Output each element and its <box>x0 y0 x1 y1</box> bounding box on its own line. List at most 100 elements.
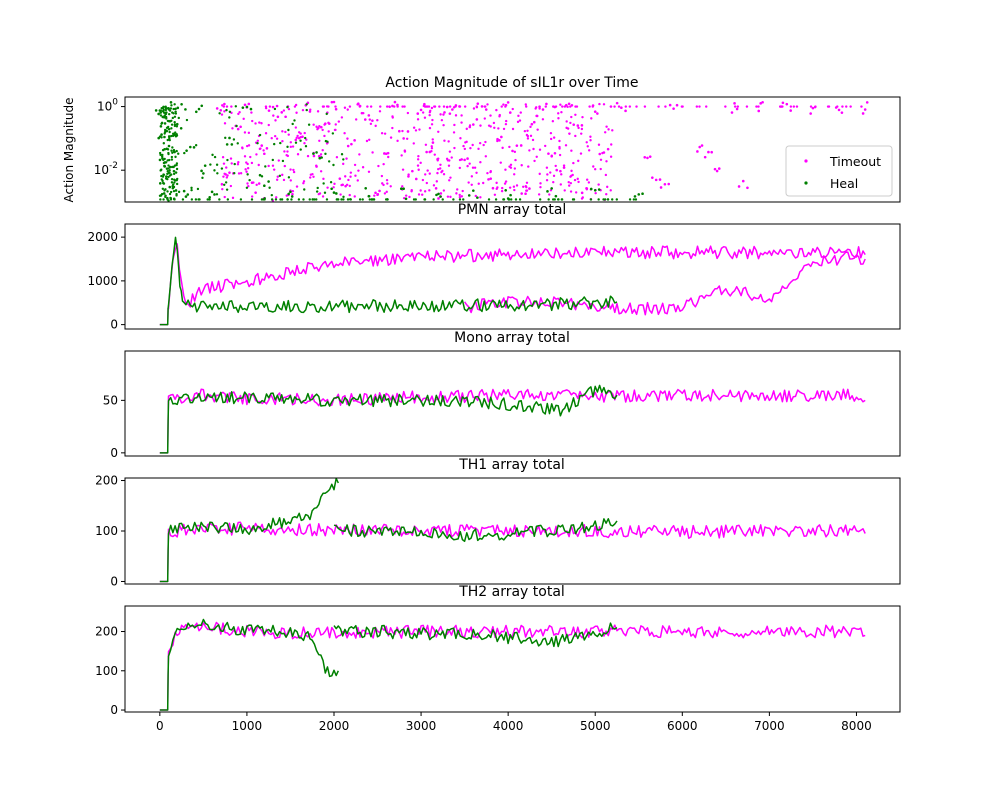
scatter-point-heal <box>494 198 498 201</box>
scatter-point-heal <box>162 161 166 165</box>
scatter-point-timeout <box>458 158 462 162</box>
scatter-point-heal <box>315 190 319 193</box>
y-tick-exponent: -2 <box>109 161 118 171</box>
scatter-point-heal <box>171 165 174 169</box>
scatter-point-heal <box>164 105 167 108</box>
scatter-point-timeout <box>345 157 348 160</box>
scatter-point-timeout <box>230 105 233 108</box>
scatter-point-heal <box>202 172 205 175</box>
y-tick-label: 200 <box>95 625 118 639</box>
scatter-point-timeout <box>277 159 280 162</box>
x-tick-label: 3000 <box>406 719 437 733</box>
scatter-point-timeout <box>532 120 536 124</box>
scatter-point-timeout <box>480 105 484 108</box>
scatter-point-timeout <box>386 182 389 185</box>
scatter-point-timeout <box>272 168 276 171</box>
series-line-heal <box>159 478 339 583</box>
scatter-point-heal <box>364 187 368 190</box>
scatter-point-heal <box>183 151 186 155</box>
scatter-point-heal <box>196 187 200 191</box>
scatter-point-timeout <box>495 108 498 112</box>
scatter-point-timeout <box>347 178 350 182</box>
scatter-point-timeout <box>537 193 541 196</box>
scatter-point-timeout <box>325 105 329 108</box>
scatter-point-timeout <box>448 112 452 115</box>
scatter-point-heal <box>163 189 166 192</box>
scatter-point-timeout <box>421 111 425 114</box>
scatter-point-timeout <box>295 111 298 114</box>
scatter-point-timeout <box>363 118 367 121</box>
scatter-point-timeout <box>792 105 796 108</box>
scatter-point-timeout <box>239 125 242 129</box>
scatter-point-timeout <box>241 146 244 149</box>
scatter-point-timeout <box>651 176 654 179</box>
scatter-point-timeout <box>565 120 568 123</box>
legend-label-heal: Heal <box>830 176 858 191</box>
scatter-point-timeout <box>590 117 593 120</box>
scatter-point-timeout <box>587 181 591 184</box>
scatter-point-heal <box>198 198 201 201</box>
scatter-point-timeout <box>431 138 434 141</box>
scatter-point-timeout <box>430 106 434 110</box>
scatter-point-timeout <box>425 150 428 154</box>
scatter-point-timeout <box>308 110 312 113</box>
scatter-point-timeout <box>526 129 529 132</box>
scatter-point-heal <box>160 178 163 181</box>
scatter-point-heal <box>249 107 253 111</box>
scatter-point-timeout <box>569 181 573 185</box>
scatter-point-heal <box>160 136 163 139</box>
scatter-point-timeout <box>281 130 284 133</box>
scatter-point-timeout <box>664 105 667 108</box>
series-line-heal <box>159 618 339 711</box>
scatter-point-timeout <box>565 126 568 130</box>
scatter-point-heal <box>165 129 168 132</box>
scatter-point-timeout <box>333 128 337 132</box>
scatter-point-heal <box>318 156 322 160</box>
scatter-point-timeout <box>401 129 404 133</box>
scatter-point-heal <box>172 150 176 153</box>
scatter-point-heal <box>167 175 170 179</box>
scatter-point-timeout <box>303 142 306 145</box>
scatter-point-heal <box>157 112 160 116</box>
scatter-point-timeout <box>513 173 516 176</box>
scatter-point-timeout <box>393 105 396 108</box>
scatter-point-heal <box>158 151 162 155</box>
scatter-point-timeout <box>789 105 793 108</box>
scatter-point-timeout <box>558 153 562 157</box>
scatter-point-timeout <box>493 126 496 129</box>
scatter-point-timeout <box>548 193 551 196</box>
scatter-point-timeout <box>401 105 404 108</box>
scatter-point-timeout <box>263 152 266 156</box>
scatter-point-timeout <box>496 137 499 141</box>
scatter-point-timeout <box>574 134 577 138</box>
scatter-point-heal <box>560 198 564 201</box>
scatter-point-heal <box>175 182 179 186</box>
scatter-point-timeout <box>346 137 349 140</box>
y-tick-label: 100 <box>97 98 118 114</box>
scatter-point-heal <box>169 196 173 200</box>
scatter-point-timeout <box>484 155 488 158</box>
scatter-point-heal <box>211 153 214 157</box>
scatter-point-timeout <box>380 174 384 178</box>
scatter-point-timeout <box>400 154 403 157</box>
scatter-point-heal <box>165 175 168 178</box>
scatter-point-timeout <box>646 156 649 160</box>
scatter-point-timeout <box>391 116 394 119</box>
scatter-point-timeout <box>358 105 362 108</box>
scatter-point-timeout <box>757 105 760 108</box>
scatter-point-timeout <box>391 126 394 130</box>
scatter-point-timeout <box>509 163 513 166</box>
scatter-point-timeout <box>500 105 503 108</box>
scatter-point-timeout <box>559 183 562 186</box>
scatter-point-timeout <box>385 178 389 182</box>
scatter-point-timeout <box>605 193 608 196</box>
scatter-point-timeout <box>301 135 304 139</box>
scatter-point-timeout <box>414 129 418 132</box>
scatter-point-timeout <box>745 105 749 108</box>
scatter-point-heal <box>166 170 169 173</box>
legend-label-timeout: Timeout <box>829 154 881 169</box>
scatter-point-timeout <box>443 139 446 142</box>
scatter-point-timeout <box>353 195 356 198</box>
scatter-point-timeout <box>586 145 589 148</box>
